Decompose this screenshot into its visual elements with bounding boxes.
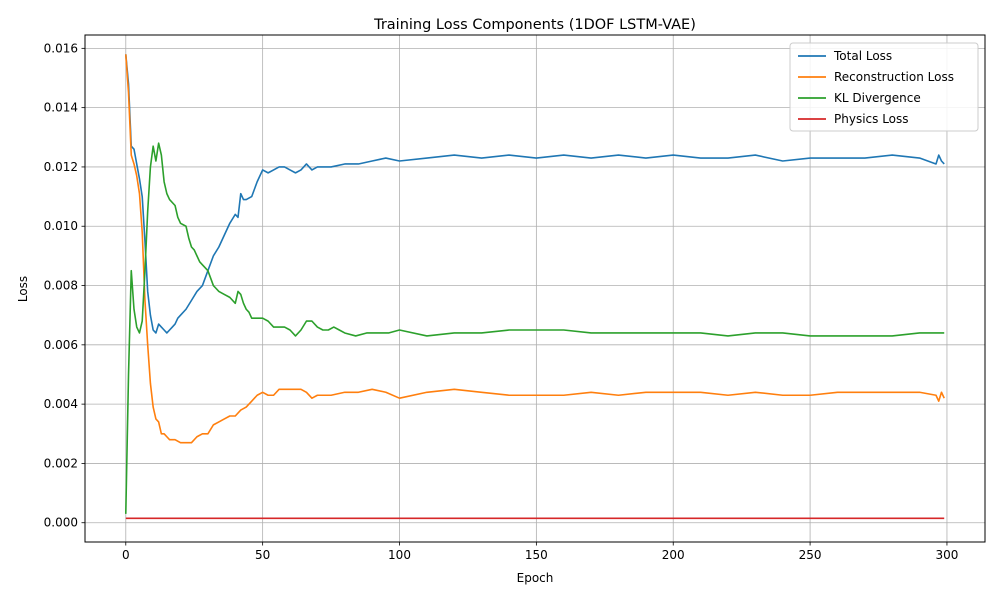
series-lines [124,54,945,520]
series-line-reconstruction-loss [124,54,945,444]
x-tick-label: 150 [525,548,548,562]
x-axis-label: Epoch [517,571,554,585]
y-tick-label: 0.002 [44,456,78,470]
legend-label-reconstruction-loss: Reconstruction Loss [834,70,954,84]
y-tick-label: 0.004 [44,397,78,411]
x-tick-label: 200 [662,548,685,562]
x-tick-label: 300 [935,548,958,562]
series-line-kl-divergence [124,142,945,514]
y-axis-ticks: 0.000 0.002 0.004 0.006 0.008 0.010 0.012 0.014… [44,41,85,530]
y-tick-label: 0.006 [44,338,78,352]
legend-label-total-loss: Total Loss [833,49,892,63]
legend-box [789,42,979,132]
legend-label-physics-loss: Physics Loss [834,112,909,126]
y-axis-label: Loss [16,276,30,302]
x-tick-label: 0 [122,548,130,562]
y-tick-label: 0.016 [44,41,78,55]
y-tick-label: 0.012 [44,160,78,174]
x-tick-label: 100 [388,548,411,562]
plot-frame [84,34,986,543]
x-axis-ticks: 0 50 100 150 200 250 300 [122,542,958,562]
series-line-total-loss [124,54,945,334]
legend: Total Loss Reconstruction Loss KL Diverg… [789,42,979,132]
x-tick-label: 50 [255,548,270,562]
y-tick-label: 0.010 [44,219,78,233]
y-tick-label: 0.014 [44,101,78,115]
y-tick-label: 0.000 [44,516,78,530]
y-tick-label: 0.008 [44,279,78,293]
chart-title: Training Loss Components (1DOF LSTM-VAE) [373,17,696,33]
x-tick-label: 250 [799,548,822,562]
legend-label-kl-divergence: KL Divergence [834,91,921,105]
grid-lines [85,35,985,542]
